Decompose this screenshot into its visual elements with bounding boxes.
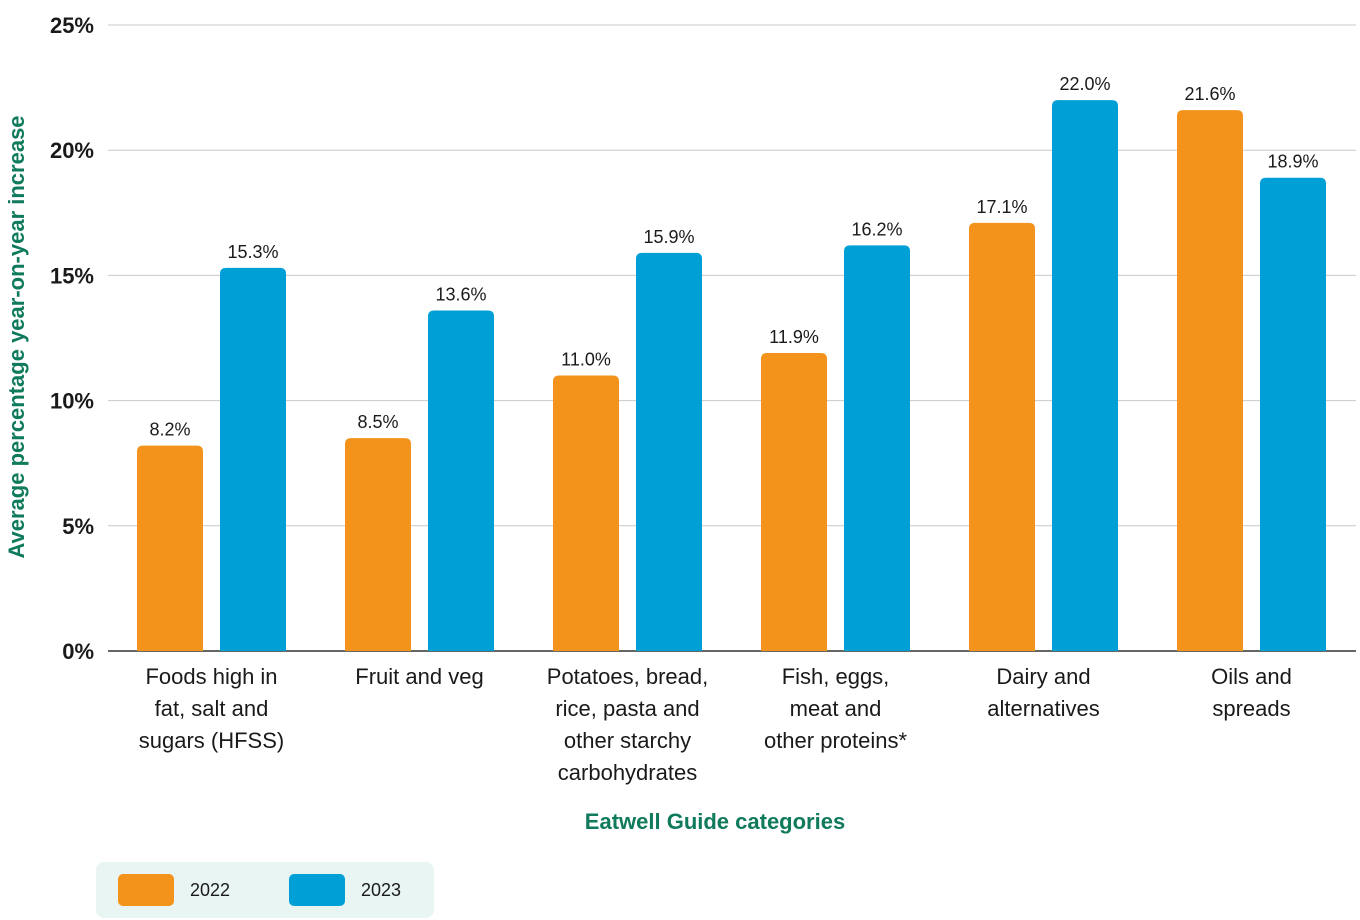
bar-2023-0	[220, 267, 286, 651]
value-label: 15.3%	[227, 242, 278, 262]
y-tick-label: 5%	[62, 514, 94, 539]
category-label: Fruit and veg	[355, 664, 483, 689]
legend-label-2023: 2023	[361, 879, 402, 900]
y-tick-label: 25%	[50, 13, 94, 38]
y-tick-label: 15%	[50, 263, 94, 288]
bar-2022-5	[1177, 110, 1243, 652]
bar-2022-3	[761, 353, 827, 651]
value-labels: 8.2% 15.3% 8.5% 13.6% 11.0% 15.9% 11.9% 16.2% 17…	[149, 74, 1318, 440]
bar-2023-1	[428, 310, 494, 651]
bar-2023-4	[1052, 100, 1118, 652]
bar-2023-2	[636, 252, 702, 651]
bar-chart: 0% 5% 10% 15% 20% 25% 8.2% 15.3% 8.5% 13.6% 11.0%…	[4, 13, 1356, 834]
y-axis-title: Average percentage year-on-year increase	[4, 115, 29, 558]
value-label: 18.9%	[1267, 152, 1318, 172]
bar-2022-0	[137, 445, 203, 651]
legend-swatch-2023	[289, 874, 345, 906]
category-label: Dairy and alternatives	[987, 664, 1100, 721]
y-tick-label: 0%	[62, 639, 94, 664]
category-labels: Foods high in fat, salt and sugars (HFSS) F…	[139, 664, 1292, 785]
value-label: 22.0%	[1059, 74, 1110, 94]
bar-2022-4	[969, 222, 1035, 652]
bar-2023-5	[1260, 177, 1326, 651]
bar-2022-1	[345, 438, 411, 651]
x-axis-title: Eatwell Guide categories	[585, 809, 845, 834]
legend-item-2022: 2022	[118, 874, 230, 906]
value-label: 11.0%	[561, 350, 611, 370]
category-label: Potatoes, bread, rice, pasta and other sta…	[547, 664, 708, 785]
value-label: 21.6%	[1184, 84, 1235, 104]
category-label: Oils and spreads	[1211, 664, 1292, 721]
value-label: 13.6%	[435, 284, 486, 304]
y-tick-labels: 0% 5% 10% 15% 20% 25%	[50, 13, 94, 664]
y-tick-label: 20%	[50, 138, 94, 163]
bar-2023-3	[844, 245, 910, 652]
value-label: 17.1%	[976, 197, 1027, 217]
bar-2022-2	[553, 375, 619, 651]
value-label: 11.9%	[769, 327, 819, 347]
legend: 2022 2023	[96, 862, 434, 918]
category-label: Foods high in fat, salt and sugars (HFSS)	[139, 664, 284, 753]
legend-label-2022: 2022	[190, 879, 231, 900]
value-label: 15.9%	[643, 227, 694, 247]
gridlines	[108, 24, 1356, 652]
bars	[137, 100, 1326, 652]
value-label: 8.5%	[357, 412, 398, 432]
y-tick-label: 10%	[50, 389, 94, 414]
category-label: Fish, eggs, meat and other proteins*	[764, 664, 908, 753]
legend-swatch-2022	[118, 874, 174, 906]
legend-item-2023: 2023	[289, 874, 401, 906]
value-label: 16.2%	[851, 219, 902, 239]
value-label: 8.2%	[149, 420, 190, 440]
